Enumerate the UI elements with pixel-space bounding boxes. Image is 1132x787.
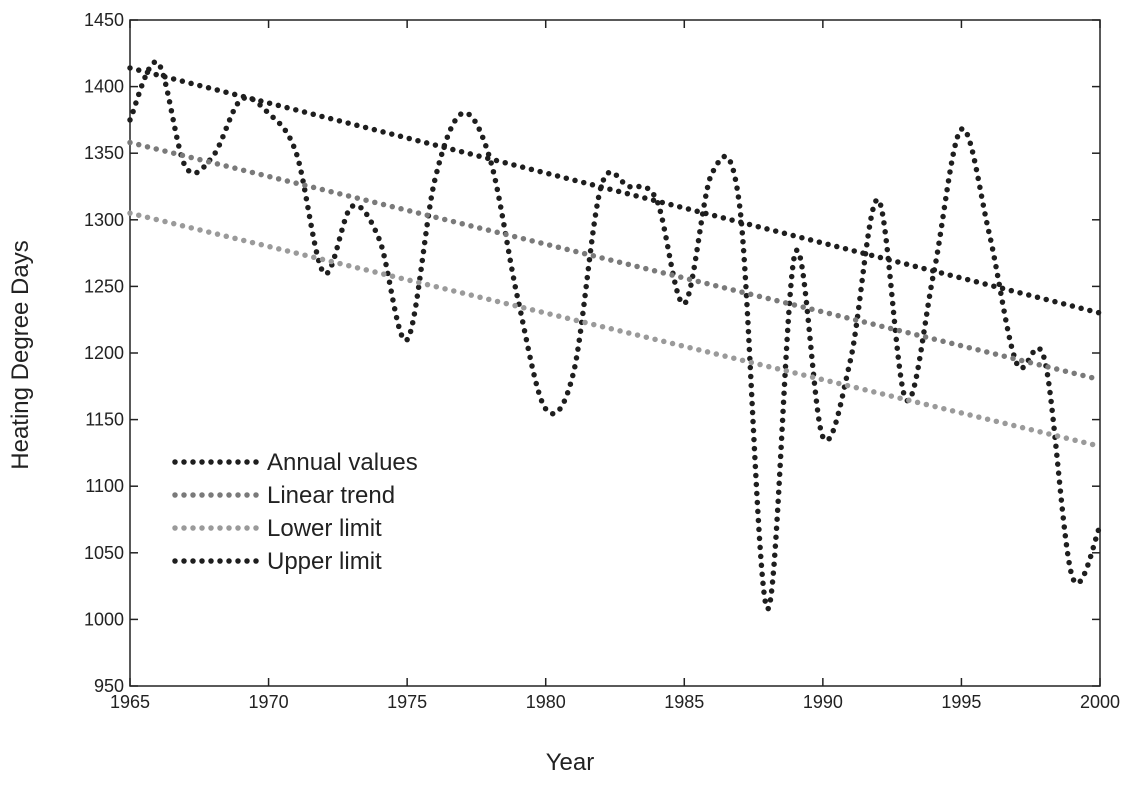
legend-label: Linear trend <box>267 482 395 509</box>
y-tick-label: 1350 <box>84 143 124 163</box>
y-tick-label: 1150 <box>85 410 124 430</box>
series-line <box>127 65 1103 316</box>
series-line <box>127 59 1103 612</box>
x-tick-label: 2000 <box>1080 692 1120 712</box>
x-axis-label: Year <box>546 749 595 776</box>
legend-label: Lower limit <box>267 515 382 542</box>
legend-label: Upper limit <box>267 548 382 575</box>
x-tick-label: 1995 <box>941 692 981 712</box>
x-tick-label: 1980 <box>526 692 566 712</box>
y-tick-label: 1200 <box>84 343 124 363</box>
y-axis-label: Heating Degree Days <box>7 240 34 469</box>
x-tick-label: 1990 <box>803 692 843 712</box>
y-tick-label: 1450 <box>84 10 124 30</box>
series-line <box>127 139 1103 383</box>
x-tick-label: 1985 <box>664 692 704 712</box>
x-tick-label: 1965 <box>110 692 150 712</box>
y-tick-label: 1000 <box>84 609 124 629</box>
x-tick-label: 1975 <box>387 692 427 712</box>
plot-frame <box>129 19 1101 687</box>
x-tick-label: 1970 <box>249 692 289 712</box>
y-tick-label: 1250 <box>84 276 124 296</box>
series-line <box>127 210 1103 449</box>
legend-label: Annual values <box>267 449 418 476</box>
y-tick-label: 950 <box>94 676 124 696</box>
y-tick-label: 1400 <box>84 77 124 97</box>
y-tick-label: 1300 <box>84 210 124 230</box>
y-tick-label: 1050 <box>84 543 124 563</box>
y-tick-label: 1100 <box>85 476 124 496</box>
